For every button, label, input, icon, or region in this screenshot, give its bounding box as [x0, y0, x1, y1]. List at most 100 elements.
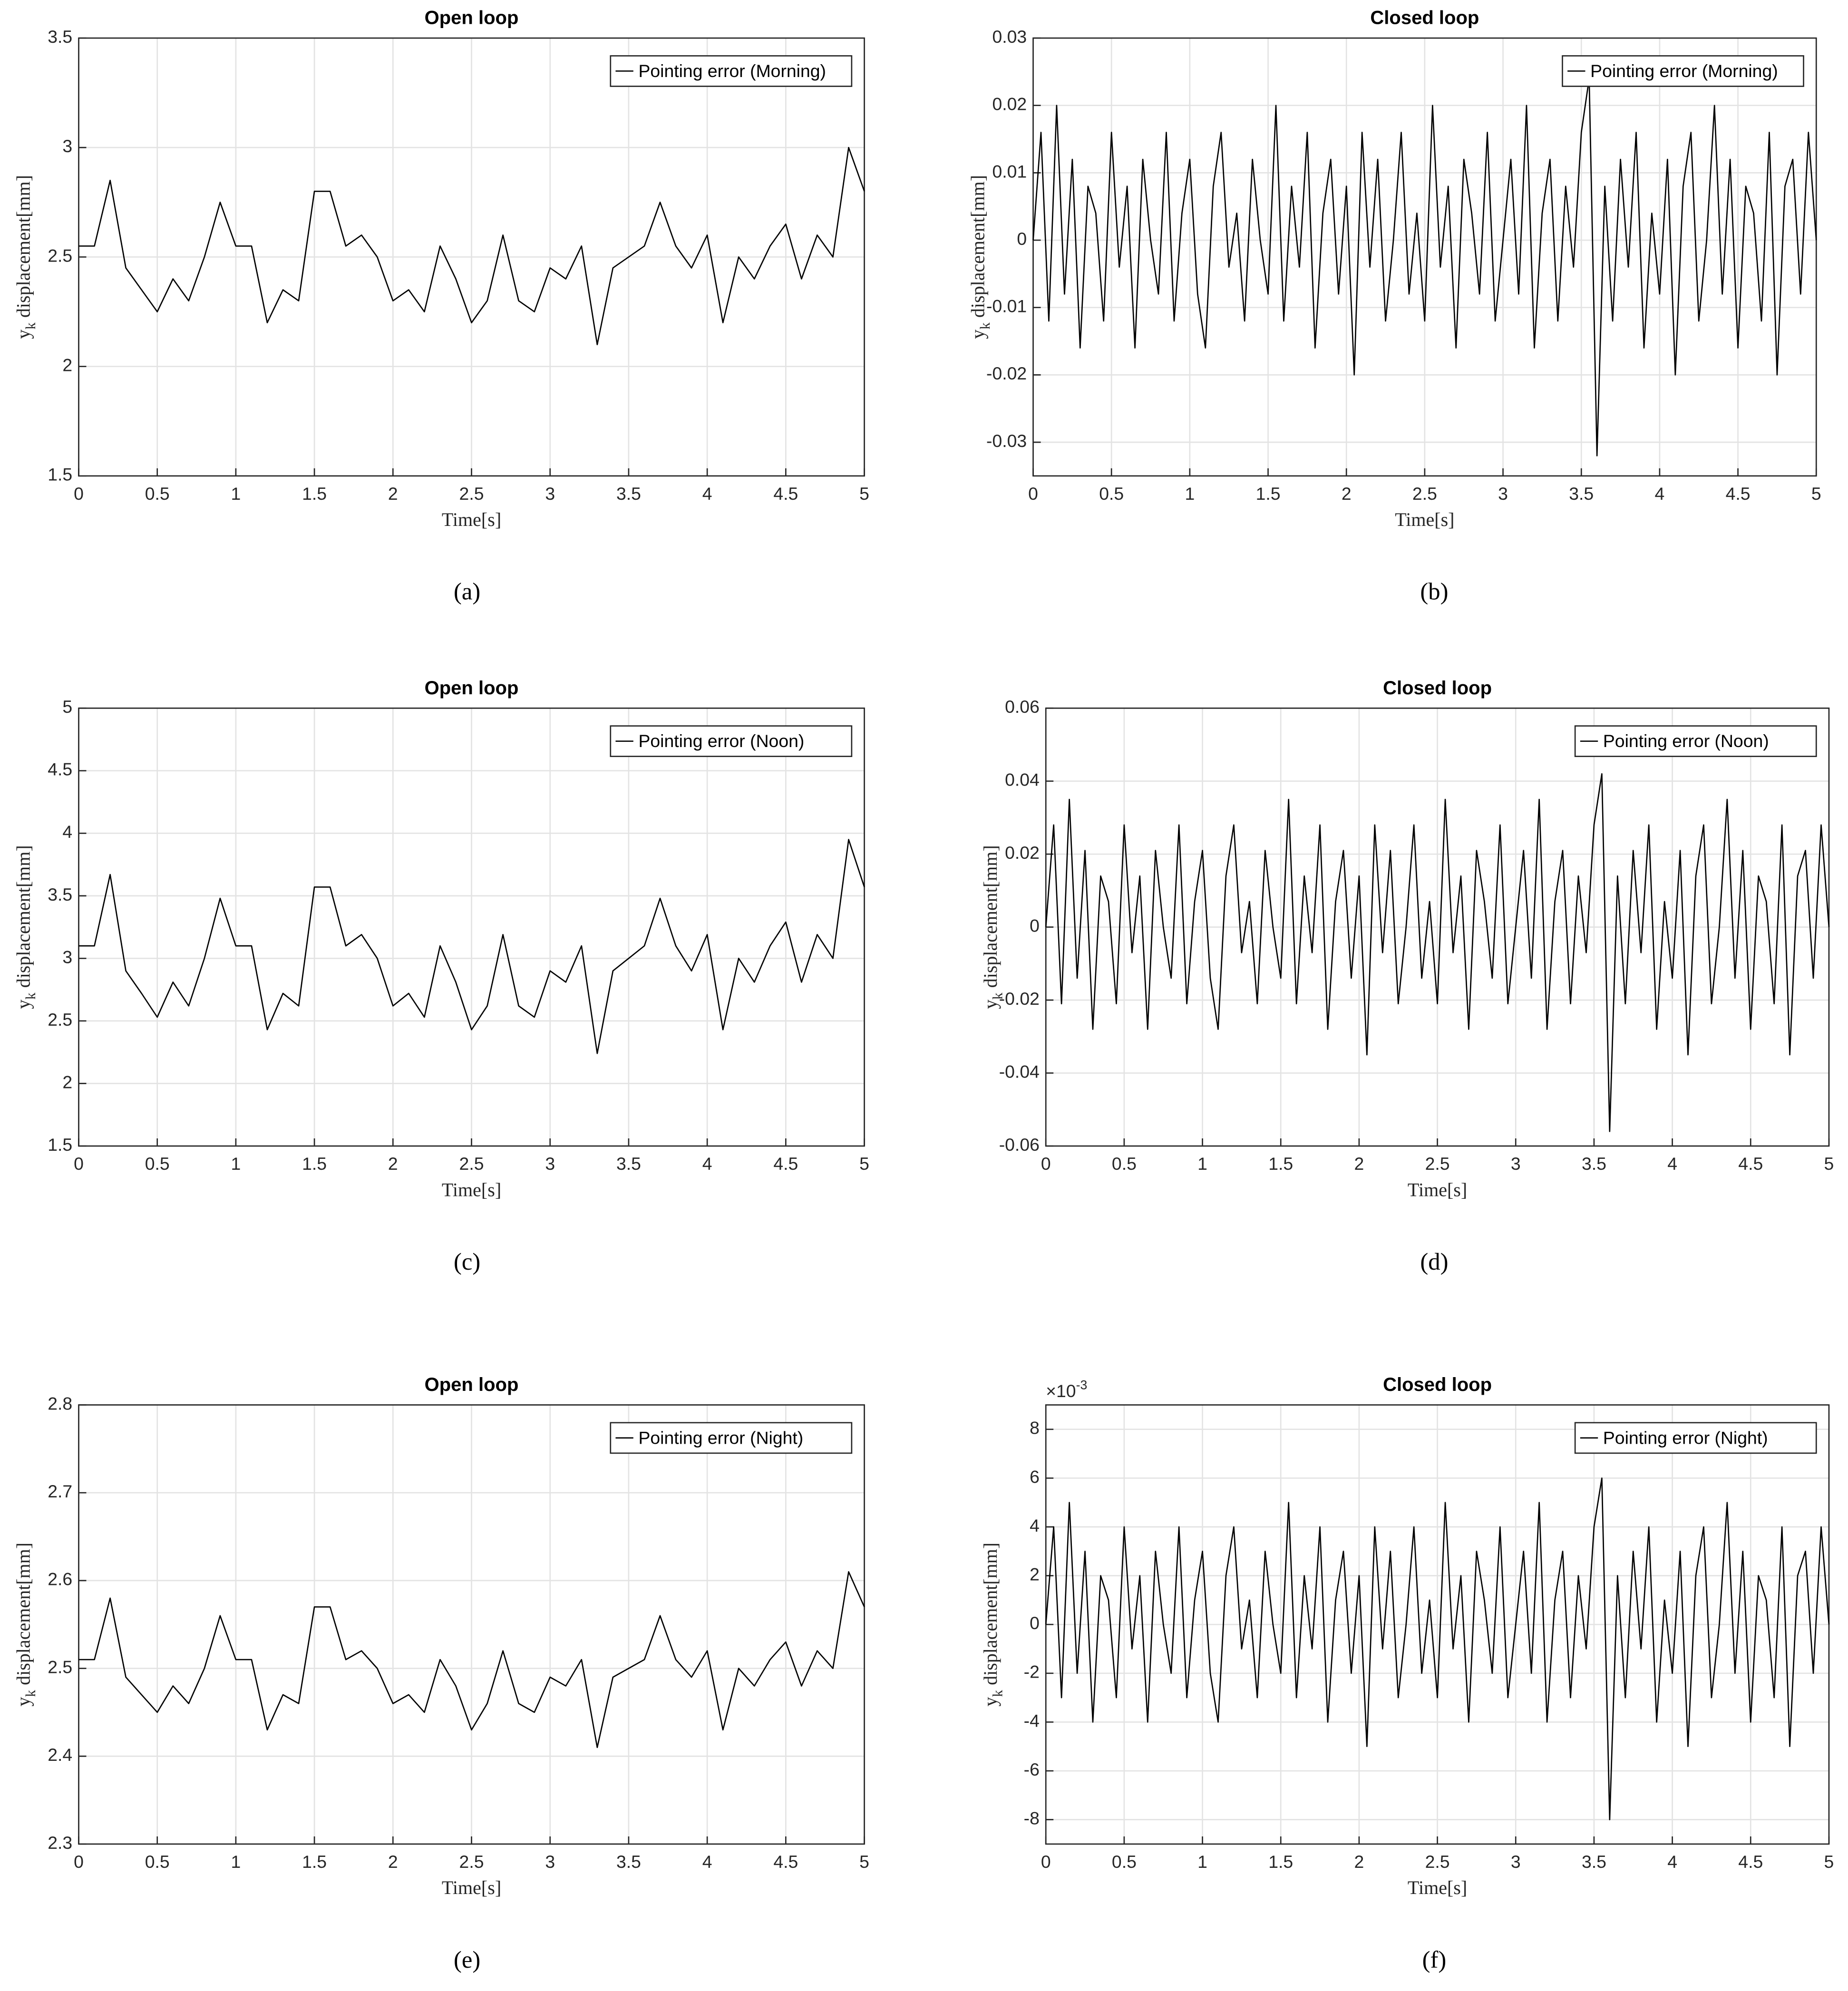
y-axis-label-main: y: [967, 330, 989, 339]
x-tick-label: 4.5: [773, 1852, 798, 1872]
x-tick-label: 2: [388, 1852, 398, 1872]
x-tick-label: 1: [231, 1154, 241, 1174]
axes-box: [78, 37, 865, 477]
x-tick-label: 4.5: [1726, 484, 1751, 504]
y-tick-label: -2: [1024, 1662, 1040, 1682]
y-tick-label: -0.02: [986, 363, 1027, 383]
y-axis-label-main: y: [13, 1697, 34, 1707]
x-tick-label: 0.5: [1112, 1852, 1137, 1872]
x-tick-label: 4: [702, 484, 712, 504]
legend-label: Pointing error (Noon): [638, 731, 804, 751]
y-tick-label: 0: [1030, 1613, 1040, 1633]
legend-box: [610, 725, 853, 758]
subplot: 0 0.5 1 1.5 2 2.5 3 3.5 4 4.5 5 -0.03 -0.02 -0.01 0 0.0…: [967, 8, 1821, 605]
y-tick-label: -8: [1024, 1808, 1040, 1828]
y-tick-label: 2: [62, 355, 72, 375]
legend-label: Pointing error (Morning): [1590, 61, 1778, 81]
y-axis-label-subscript: k: [978, 322, 993, 330]
y-axis-label-main: y: [13, 1000, 34, 1009]
y-axis-label-rest: displacement[mm]: [13, 845, 34, 992]
y-tick-label: 2: [1030, 1564, 1040, 1584]
y-tick-label: -0.02: [999, 989, 1040, 1009]
x-tick-label: 2.5: [459, 1154, 484, 1174]
x-axis-label: Time[s]: [442, 1877, 501, 1898]
y-tick-label: 2: [62, 1072, 72, 1092]
y-tick-label: 0: [1030, 916, 1040, 936]
y-tick-label: 1.5: [48, 1135, 72, 1155]
panel-label: (b): [1420, 578, 1448, 605]
panel-label: (c): [454, 1248, 480, 1275]
y-axis-label-subscript: k: [23, 992, 38, 1000]
x-tick-label: 4: [702, 1852, 712, 1872]
x-axis-label: Time[s]: [442, 1179, 501, 1200]
x-tick-label: 0.5: [1099, 484, 1124, 504]
x-tick-label: 1: [1185, 484, 1195, 504]
x-tick-label: 5: [1811, 484, 1821, 504]
x-tick-label: 0: [74, 1154, 84, 1174]
x-axis-label: Time[s]: [1395, 509, 1454, 530]
x-tick-label: 0.5: [1112, 1154, 1137, 1174]
x-axis-label: Time[s]: [442, 509, 501, 530]
y-axis-label-main: y: [980, 1000, 1001, 1009]
y-axis-label-rest: displacement[mm]: [980, 845, 1001, 992]
subplot: 0 0.5 1 1.5 2 2.5 3 3.5 4 4.5 5 2.3 2.4 2.5 2.6 2.7 2.8 P…: [13, 1374, 869, 1973]
subplot: 0 0.5 1 1.5 2 2.5 3 3.5 4 4.5 5 1.5 2 2.5 3 3.5 Pointing…: [13, 8, 869, 605]
x-tick-label: 3.5: [616, 484, 641, 504]
y-axis-label-subscript: k: [23, 1690, 38, 1697]
subplot: 0 0.5 1 1.5 2 2.5 3 3.5 4 4.5 5 -0.06 -0.04 -0.02 0 0.0…: [980, 678, 1834, 1275]
y-axis-label-subscript: k: [23, 322, 38, 330]
x-tick-label: 2: [1354, 1852, 1364, 1872]
x-tick-label: 1: [1197, 1852, 1207, 1872]
panel-label: (e): [454, 1946, 480, 1973]
x-tick-label: 2.5: [459, 484, 484, 504]
legend-box: [1562, 55, 1804, 87]
x-tick-label: 3.5: [616, 1852, 641, 1872]
x-tick-label: 3: [545, 1852, 555, 1872]
chart-title: Open loop: [425, 8, 519, 29]
x-tick-label: 4.5: [1738, 1852, 1763, 1872]
y-tick-label: -4: [1024, 1710, 1040, 1730]
x-tick-label: 4: [1667, 1852, 1677, 1872]
x-tick-label: 2: [1342, 484, 1352, 504]
x-tick-label: 0.5: [145, 1154, 170, 1174]
x-tick-label: 0: [74, 484, 84, 504]
data-line: [78, 839, 865, 1054]
y-tick-label: 0.04: [1005, 770, 1040, 790]
y-tick-label: -0.06: [999, 1135, 1040, 1155]
x-tick-label: 1.5: [1268, 1154, 1293, 1174]
y-tick-label: 0: [1017, 229, 1027, 249]
y-tick-label: -6: [1024, 1759, 1040, 1779]
legend-label: Pointing error (Night): [1603, 1428, 1768, 1447]
x-tick-label: 2: [388, 1154, 398, 1174]
y-axis-label-subscript: k: [990, 1690, 1005, 1697]
y-tick-label: 2.3: [48, 1833, 72, 1853]
y-tick-label: 2.7: [48, 1481, 72, 1501]
x-tick-label: 4.5: [773, 1154, 798, 1174]
x-tick-label: 0: [1041, 1154, 1051, 1174]
y-axis-label-rest: displacement[mm]: [980, 1543, 1001, 1690]
y-axis-label-main: y: [13, 330, 34, 339]
x-tick-label: 3.5: [1582, 1154, 1606, 1174]
y-tick-label: 0.02: [1005, 843, 1040, 863]
y-tick-label: 1.5: [48, 465, 72, 485]
y-axis-label-main: y: [980, 1697, 1001, 1707]
y-tick-label: 4.5: [48, 759, 72, 779]
y-multiplier-base: ×10: [1046, 1381, 1076, 1401]
panel-label: (f): [1422, 1946, 1447, 1973]
x-tick-label: 4: [1667, 1154, 1677, 1174]
subplot: 0 0.5 1 1.5 2 2.5 3 3.5 4 4.5 5 1.5 2 2.5 3 3.5 4 4.5 5 Poi…: [13, 678, 869, 1275]
data-line: [78, 1571, 865, 1748]
y-tick-label: 5: [62, 697, 72, 717]
x-tick-label: 2.5: [1425, 1154, 1450, 1174]
x-axis-label: Time[s]: [1408, 1179, 1467, 1200]
y-tick-label: 2.6: [48, 1569, 72, 1589]
x-tick-label: 5: [1824, 1154, 1834, 1174]
x-tick-label: 0.5: [145, 1852, 170, 1872]
x-tick-label: 1: [231, 1852, 241, 1872]
y-tick-label: 4: [62, 822, 72, 842]
x-tick-label: 2.5: [1425, 1852, 1450, 1872]
x-tick-label: 3: [545, 1154, 555, 1174]
y-tick-label: 6: [1030, 1467, 1040, 1486]
chart-title: Open loop: [425, 678, 519, 699]
